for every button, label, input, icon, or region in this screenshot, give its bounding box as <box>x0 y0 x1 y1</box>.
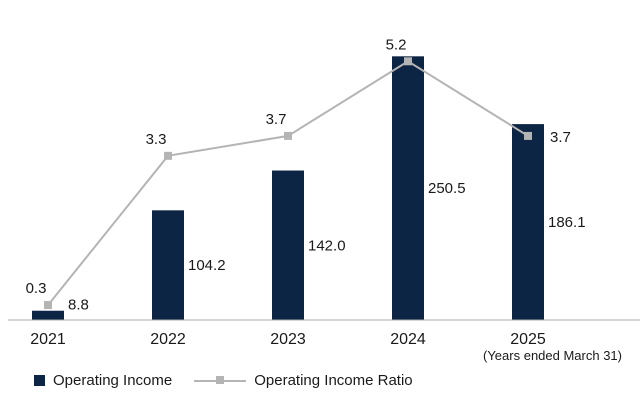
bar-value-label-2021: 8.8 <box>68 297 89 314</box>
ratio-marker-2025 <box>524 131 532 140</box>
ratio-marker-2023 <box>284 131 292 140</box>
bar-value-label-2024: 250.5 <box>428 180 466 197</box>
x-tick-label-2023: 2023 <box>270 331 306 348</box>
x-tick-label-2021: 2021 <box>30 331 66 348</box>
bar-value-label-2022: 104.2 <box>188 257 226 274</box>
bar-2023 <box>272 170 304 320</box>
bar-2022 <box>152 210 184 320</box>
legend-item-operating-income: Operating Income <box>34 372 172 389</box>
ratio-marker-2022 <box>164 151 172 160</box>
ratio-marker-2021 <box>44 301 52 310</box>
ratio-value-label-2021: 0.3 <box>26 280 47 297</box>
x-tick-label-2025: 2025 <box>510 331 546 348</box>
ratio-value-label-2024: 5.2 <box>386 36 407 53</box>
legend-line-swatch <box>194 375 247 386</box>
ratio-value-label-2025: 3.7 <box>550 129 571 146</box>
chart: 2021 2022 2023 2024 2025 8.8 104.2 142.0 250.5 1… <box>8 36 640 363</box>
legend-label-operating-income: Operating Income <box>53 372 173 389</box>
x-axis-ticks: 2021 2022 2023 2024 2025 <box>30 331 546 348</box>
bar-2025 <box>512 124 544 321</box>
bar-value-label-2023: 142.0 <box>308 237 346 254</box>
legend-label-operating-income-ratio: Operating Income Ratio <box>254 372 413 389</box>
ratio-value-label-2023: 3.7 <box>266 111 287 128</box>
legend: Operating Income Operating Income Ratio <box>34 372 413 389</box>
bar-value-label-2025: 186.1 <box>548 214 586 231</box>
legend-bar-swatch <box>34 375 45 386</box>
bar-2024 <box>392 56 424 320</box>
x-tick-label-2024: 2024 <box>390 331 426 348</box>
ratio-marker-2024 <box>404 57 412 66</box>
x-tick-label-2022: 2022 <box>150 331 186 348</box>
bar-2021 <box>32 310 64 320</box>
legend-marker <box>216 376 225 384</box>
legend-item-operating-income-ratio: Operating Income Ratio <box>194 372 413 389</box>
line-series-operating-income-ratio <box>44 57 532 310</box>
axis-note: (Years ended March 31) <box>483 348 622 363</box>
bar-series-operating-income <box>32 56 544 321</box>
data-labels: 8.8 104.2 142.0 250.5 186.1 0.3 3.3 3.7 5.2 3.7 <box>26 36 586 313</box>
ratio-value-label-2022: 3.3 <box>146 131 167 148</box>
